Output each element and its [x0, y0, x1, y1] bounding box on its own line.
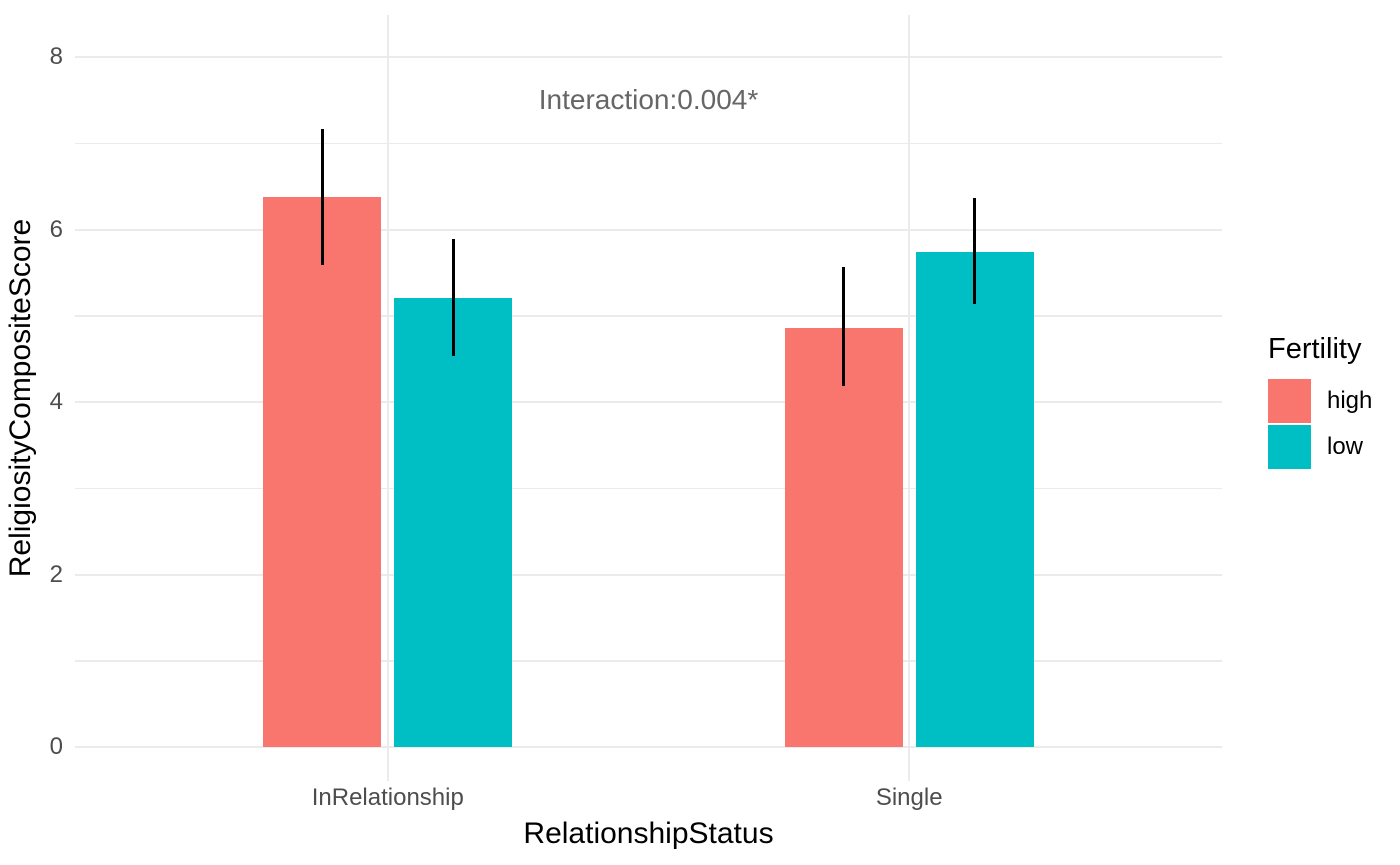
y-gridline-minor-3: [75, 487, 1222, 489]
y-gridline-minor-5: [75, 315, 1222, 317]
legend-swatch-low: [1268, 425, 1311, 469]
y-tick-label-4: 4: [49, 388, 63, 415]
legend-swatch-high: [1268, 379, 1311, 423]
bar-low-Single: [915, 251, 1034, 747]
y-gridline-major-0: [75, 746, 1222, 748]
y-gridline-major-2: [75, 573, 1222, 576]
x-tick-label-Single: Single: [875, 784, 943, 811]
x-gridline-Single: [908, 15, 911, 781]
legend-title: Fertility: [1268, 333, 1362, 365]
legend-label-low: low: [1327, 433, 1364, 460]
y-tick-label-8: 8: [49, 43, 63, 70]
interaction-annotation: Interaction:0.004*: [538, 84, 759, 115]
x-gridline-InRelationship: [386, 15, 389, 781]
legend-item-low: low: [1268, 425, 1372, 469]
error-bar-high-InRelationship: [320, 128, 324, 265]
x-axis-title: RelationshipStatus: [523, 817, 774, 850]
bar-low-InRelationship: [394, 297, 513, 747]
y-gridline-minor-1: [75, 660, 1222, 662]
error-bar-low-Single: [973, 197, 977, 304]
bar-high-Single: [784, 327, 903, 747]
y-gridline-minor-7: [75, 142, 1222, 144]
x-tick-label-InRelationship: InRelationship: [311, 784, 464, 811]
bar-high-InRelationship: [263, 196, 382, 747]
y-gridline-major-4: [75, 401, 1222, 403]
error-bar-high-Single: [842, 267, 846, 387]
error-bar-low-InRelationship: [451, 238, 455, 357]
legend: Fertility high low: [1268, 333, 1372, 471]
plot-panel: [75, 15, 1222, 781]
y-gridline-major-6: [75, 228, 1222, 231]
y-tick-label-2: 2: [49, 560, 63, 588]
y-tick-label-0: 0: [49, 733, 63, 760]
y-gridline-major-8: [75, 56, 1222, 58]
legend-label-high: high: [1327, 387, 1373, 414]
legend-items: high low: [1268, 379, 1372, 469]
legend-item-high: high: [1268, 379, 1372, 423]
y-tick-label-6: 6: [49, 215, 63, 243]
